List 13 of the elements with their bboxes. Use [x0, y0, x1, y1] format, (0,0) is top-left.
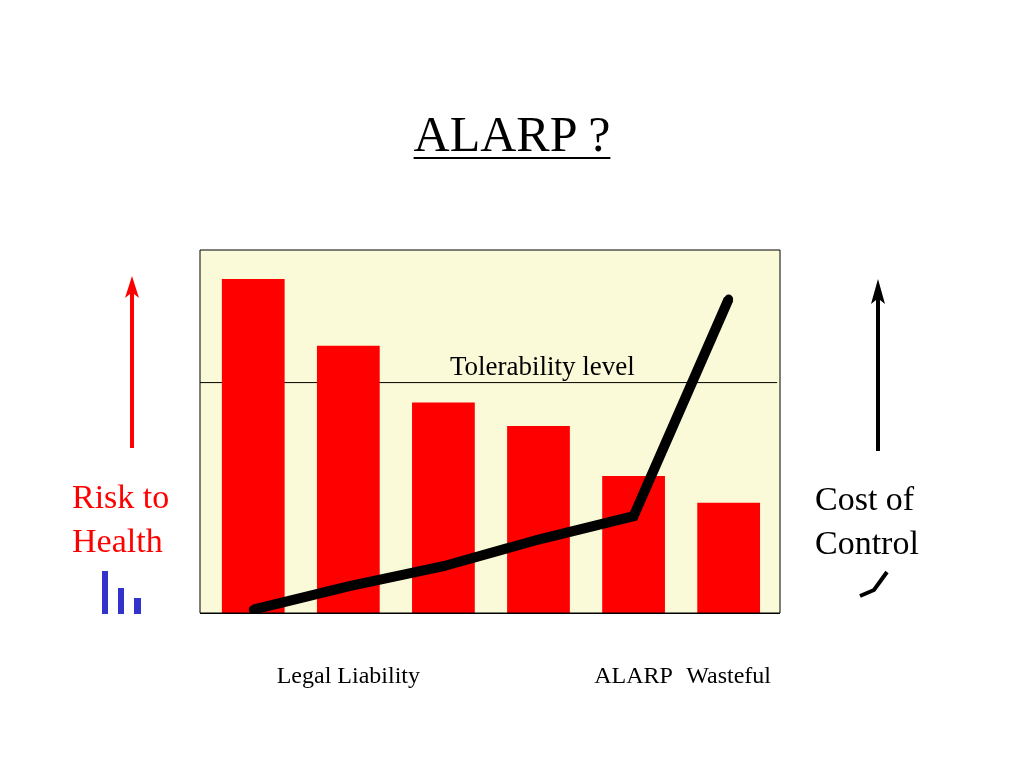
bar [507, 425, 570, 613]
ref-line-label: Tolerability level [450, 351, 635, 381]
chart-title: ALARP ? [413, 106, 611, 162]
bar [697, 502, 761, 613]
bar [602, 476, 665, 613]
x-tick-label: ALARP [594, 661, 673, 688]
x-tick-label: Legal Liability [276, 661, 420, 688]
y-axis-title: Risk to Health [72, 477, 170, 561]
bar [316, 345, 380, 613]
bar [412, 402, 475, 613]
bar [221, 279, 285, 613]
x-tick-label: Wasteful [686, 661, 772, 688]
y2-axis-title: Cost of Control [815, 479, 919, 563]
